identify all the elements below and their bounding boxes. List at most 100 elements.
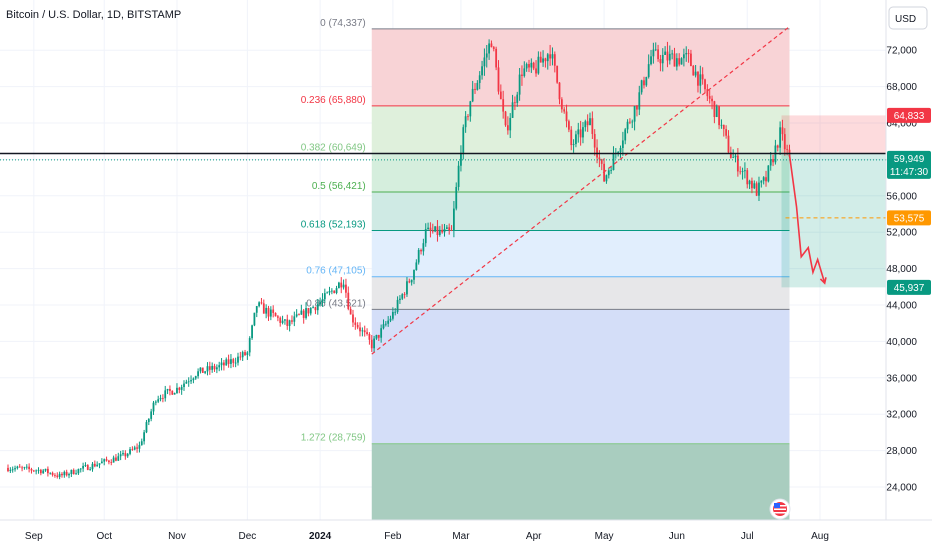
candle[interactable] [171, 390, 174, 395]
candle[interactable] [492, 47, 495, 49]
candle[interactable] [476, 82, 479, 90]
candle[interactable] [760, 180, 763, 183]
candle[interactable] [589, 118, 591, 126]
candle[interactable] [675, 58, 678, 67]
candle[interactable] [452, 208, 455, 231]
y-axis[interactable]: 72,00068,00064,00060,00056,00052,00048,0… [886, 46, 917, 494]
candle[interactable] [136, 447, 138, 449]
candle[interactable] [692, 65, 695, 76]
candle[interactable] [100, 461, 103, 464]
candle[interactable] [159, 397, 162, 400]
candle[interactable] [117, 456, 120, 461]
candle[interactable] [75, 473, 77, 475]
candle[interactable] [230, 359, 232, 364]
candle[interactable] [370, 339, 373, 349]
candle[interactable] [551, 54, 554, 59]
candle[interactable] [751, 180, 753, 189]
candle[interactable] [457, 165, 460, 187]
candle[interactable] [650, 56, 652, 65]
candle[interactable] [338, 282, 340, 289]
candle[interactable] [497, 67, 500, 92]
candle[interactable] [685, 53, 688, 55]
candle[interactable] [403, 294, 406, 296]
candle[interactable] [30, 469, 33, 471]
candle[interactable] [46, 468, 49, 474]
candle[interactable] [718, 106, 720, 126]
candle[interactable] [593, 133, 596, 148]
candle[interactable] [220, 362, 223, 366]
candle[interactable] [326, 292, 329, 294]
candle[interactable] [169, 388, 171, 391]
price-badge[interactable] [887, 150, 931, 179]
candle[interactable] [65, 471, 68, 476]
candle[interactable] [206, 366, 209, 372]
candle[interactable] [544, 58, 547, 62]
candle[interactable] [248, 338, 251, 353]
candle[interactable] [450, 230, 453, 231]
candle[interactable] [518, 74, 521, 95]
candle[interactable] [736, 155, 739, 172]
candle[interactable] [237, 356, 239, 363]
candle[interactable] [314, 307, 317, 311]
candle[interactable] [354, 322, 357, 325]
candle[interactable] [98, 463, 101, 465]
candle[interactable] [652, 49, 655, 57]
candle[interactable] [664, 51, 667, 55]
candle[interactable] [502, 99, 505, 112]
badges-layer[interactable]: 64,833 59,949 11:47:30 53,575 45,937 [887, 107, 931, 295]
candle[interactable] [321, 299, 324, 302]
candle[interactable] [77, 469, 80, 474]
candle[interactable] [471, 88, 474, 102]
candle[interactable] [312, 307, 314, 309]
candle[interactable] [70, 469, 73, 475]
candle[interactable] [93, 463, 96, 467]
candle[interactable] [619, 147, 622, 153]
candle[interactable] [333, 290, 336, 293]
candle[interactable] [366, 332, 368, 335]
candle[interactable] [32, 470, 35, 472]
candle[interactable] [741, 171, 744, 172]
candle[interactable] [14, 468, 16, 470]
candle[interactable] [783, 134, 786, 150]
candle[interactable] [772, 159, 774, 163]
candle[interactable] [420, 249, 422, 252]
candle[interactable] [183, 383, 185, 388]
candle[interactable] [349, 308, 352, 315]
candle[interactable] [91, 463, 94, 470]
candle[interactable] [347, 292, 350, 309]
candle[interactable] [382, 324, 385, 329]
candle[interactable] [345, 284, 347, 293]
candle[interactable] [288, 320, 291, 326]
candle[interactable] [732, 157, 735, 159]
candle[interactable] [499, 91, 502, 100]
candle[interactable] [706, 89, 709, 97]
candle[interactable] [11, 469, 14, 471]
candle[interactable] [720, 124, 723, 126]
candle[interactable] [61, 473, 63, 476]
candle[interactable] [239, 356, 242, 358]
candle[interactable] [223, 362, 225, 366]
candle[interactable] [516, 94, 519, 103]
candle[interactable] [185, 381, 188, 384]
candle[interactable] [192, 378, 195, 381]
candle[interactable] [28, 466, 31, 470]
candle[interactable] [661, 54, 664, 64]
candle[interactable] [178, 387, 181, 390]
candle[interactable] [474, 88, 476, 90]
candle[interactable] [629, 121, 631, 123]
candle[interactable] [584, 121, 587, 128]
candle[interactable] [84, 465, 87, 466]
candle[interactable] [481, 66, 483, 76]
candle[interactable] [746, 170, 749, 185]
candle[interactable] [375, 334, 378, 339]
candle[interactable] [267, 307, 270, 317]
candle[interactable] [441, 229, 444, 233]
candle[interactable] [234, 362, 237, 364]
candle[interactable] [462, 127, 465, 153]
candle[interactable] [673, 53, 676, 67]
candle[interactable] [363, 330, 366, 333]
candle[interactable] [680, 58, 683, 65]
candle[interactable] [765, 177, 767, 182]
candle[interactable] [124, 453, 127, 457]
candle[interactable] [115, 457, 117, 461]
